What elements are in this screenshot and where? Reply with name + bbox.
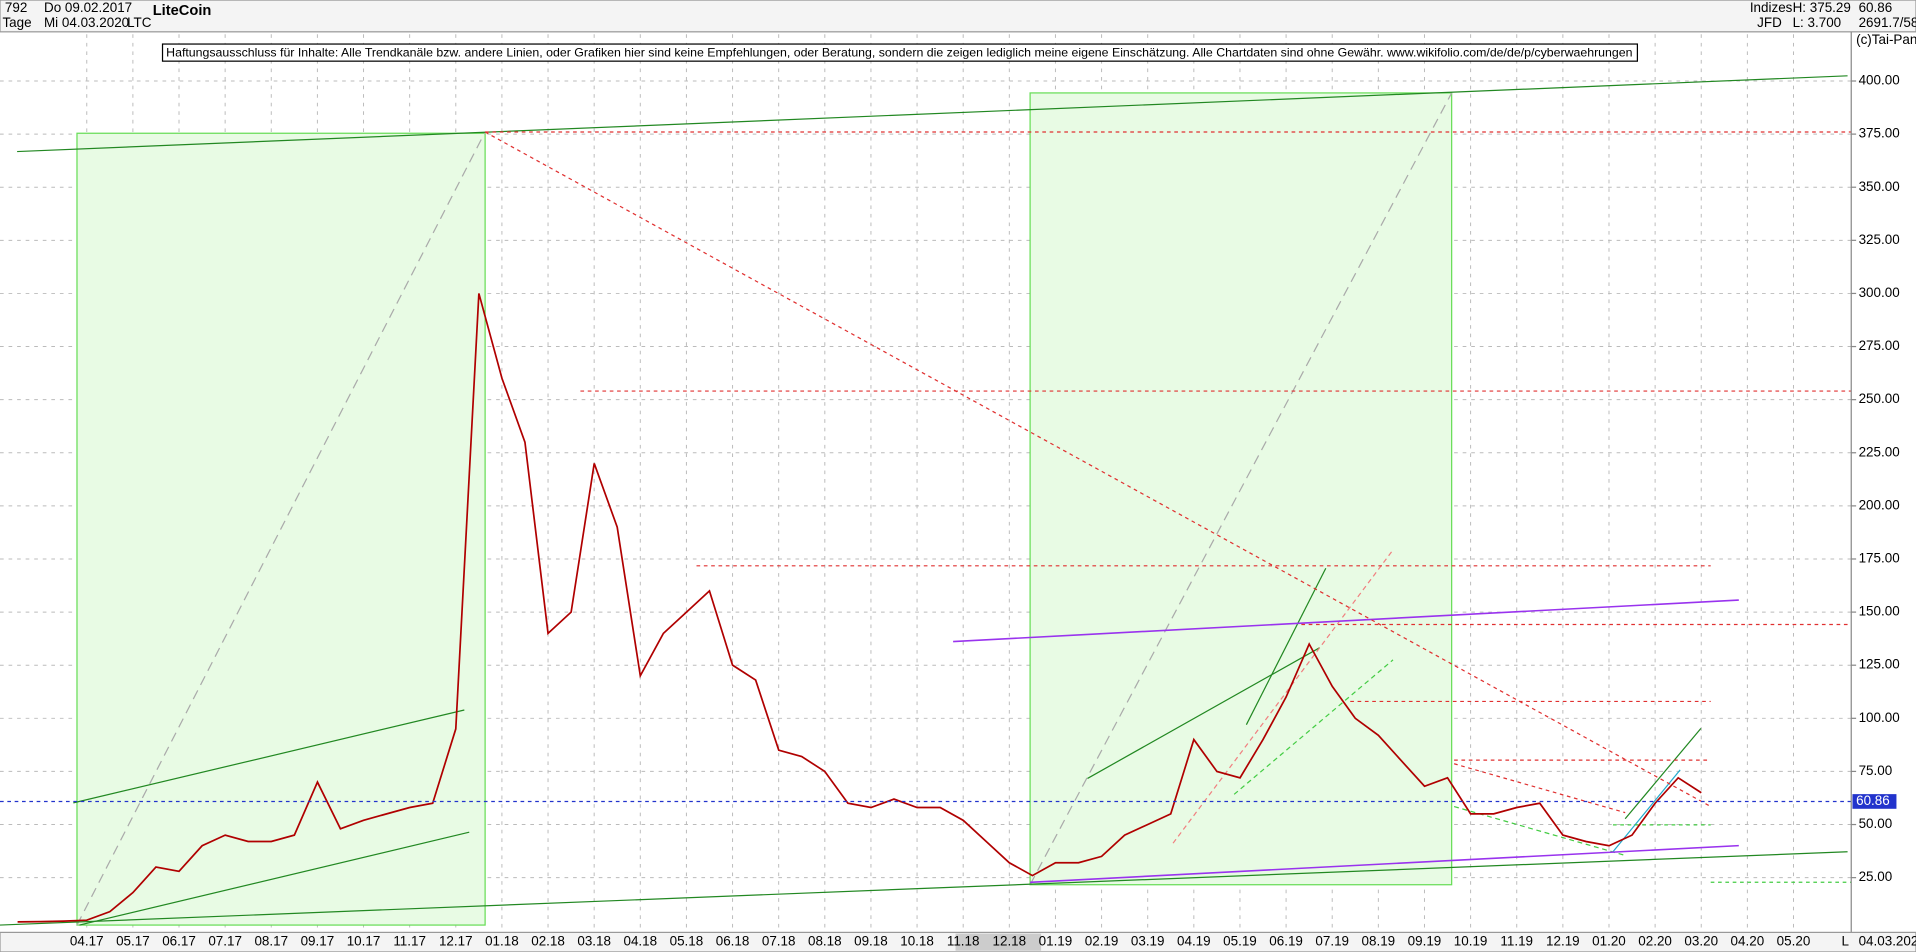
last: 60.86 <box>1859 0 1893 15</box>
x-tick-label: 12.18 <box>993 934 1027 949</box>
x-tick-label: 11.19 <box>1500 934 1533 949</box>
trend-line <box>73 709 465 804</box>
trend-line <box>79 831 470 926</box>
x-tick-label: 07.17 <box>208 934 242 949</box>
y-tick-label: 250.00 <box>1859 391 1900 406</box>
copyright: (c)Tai-Pan <box>1856 32 1916 47</box>
x-tick-label: 05.18 <box>670 934 704 949</box>
x-tick-label: 06.19 <box>1269 934 1303 949</box>
current-label: 60.86 <box>1856 793 1890 808</box>
trend-line <box>17 75 1848 153</box>
x-tick-label: 08.18 <box>808 934 842 949</box>
x-tick-label: 04.19 <box>1177 934 1211 949</box>
x-tick-label: 07.18 <box>762 934 796 949</box>
trend-line <box>0 851 1848 926</box>
x-tick-label: 07.19 <box>1315 934 1349 949</box>
y-tick-label: 150.00 <box>1859 604 1900 619</box>
x-tick-label: 02.20 <box>1638 934 1672 949</box>
y-tick-label: 275.00 <box>1859 338 1900 353</box>
start-date: Do 09.02.2017 <box>44 0 132 15</box>
x-tick-label: 11.17 <box>393 934 426 949</box>
y-tick-label: 350.00 <box>1859 179 1900 194</box>
x-tick-label: 01.18 <box>485 934 519 949</box>
x-tick-label: 03.18 <box>577 934 611 949</box>
end-date: Mi 04.03.2020 <box>44 15 129 30</box>
trend-line <box>1172 549 1394 844</box>
diagonal <box>1029 92 1453 886</box>
y-tick-label: 200.00 <box>1859 497 1900 512</box>
low: L: 3.700 <box>1793 15 1842 30</box>
current-tag <box>1852 794 1897 809</box>
trend-line <box>1087 647 1320 779</box>
y-tick-label: 175.00 <box>1859 551 1900 566</box>
x-tick-label: 01.20 <box>1592 934 1626 949</box>
y-tick-label: 100.00 <box>1859 710 1900 725</box>
x-tick-label: 09.19 <box>1408 934 1442 949</box>
x-tick-label: 05.19 <box>1223 934 1257 949</box>
disclaimer: Haftungsausschluss für Inhalte: Alle Tre… <box>166 46 1632 59</box>
x-tick-label: 10.19 <box>1454 934 1488 949</box>
y-tick-label: 75.00 <box>1859 763 1893 778</box>
x-tick-label: 09.18 <box>854 934 888 949</box>
trend-line <box>1624 727 1702 820</box>
y-tick-label: 125.00 <box>1859 657 1900 672</box>
chart-title: LiteCoin <box>153 3 212 19</box>
x-tick-label: 10.18 <box>900 934 934 949</box>
header-bar <box>0 0 1916 33</box>
x-tick-label: 05.20 <box>1777 934 1811 949</box>
y-tick-label: 325.00 <box>1859 232 1900 247</box>
bar-count: 792 <box>5 0 27 15</box>
x-tick-label: 05.17 <box>116 934 150 949</box>
y-tick-label: 25.00 <box>1859 869 1893 884</box>
x-tick-label: 03.19 <box>1131 934 1165 949</box>
x-tick-label: 04.18 <box>623 934 657 949</box>
trend-line <box>1245 567 1327 725</box>
x-tick-label: 01.19 <box>1039 934 1073 949</box>
y-tick-label: 375.00 <box>1859 126 1900 141</box>
trend-line <box>1233 659 1394 795</box>
period: Tage <box>2 15 31 30</box>
x-tick-label: 09.17 <box>301 934 335 949</box>
highlight <box>955 933 1042 951</box>
trend-line <box>484 131 1712 808</box>
x-tick-label: 10.17 <box>347 934 381 949</box>
scale: L <box>1841 934 1849 949</box>
marks <box>0 293 1852 923</box>
x-tick-label: 08.19 <box>1362 934 1396 949</box>
symbol: LTC <box>127 15 152 30</box>
broker: JFD <box>1757 15 1782 30</box>
y-tick-label: 50.00 <box>1859 816 1893 831</box>
x-tick-label: 02.18 <box>531 934 565 949</box>
x-tick-label: 06.18 <box>716 934 750 949</box>
y-tick-label: 400.00 <box>1859 73 1900 88</box>
x-tick-label: 08.17 <box>254 934 288 949</box>
x-tick-label: 12.17 <box>439 934 473 949</box>
trend-line <box>953 599 1739 643</box>
volume: 2691.7/58 <box>1859 15 1916 30</box>
x-tick-label: 04.20 <box>1731 934 1765 949</box>
trend-line <box>1453 763 1626 814</box>
price-line <box>17 293 1702 923</box>
drawings <box>0 75 1852 926</box>
date: 04.03.2020 <box>1859 934 1916 949</box>
x-tick-label: 03.20 <box>1684 934 1718 949</box>
trend-line <box>1030 844 1739 884</box>
y-tick-label: 300.00 <box>1859 285 1900 300</box>
diagonal <box>76 131 486 926</box>
x-tick-label: 02.19 <box>1085 934 1119 949</box>
x-tick-label: 04.17 <box>70 934 104 949</box>
y-tick-label: 225.00 <box>1859 444 1900 459</box>
x-tick-label: 12.19 <box>1546 934 1580 949</box>
x-tick-label: 06.17 <box>162 934 196 949</box>
disclaimer-box <box>161 43 1639 62</box>
group: Indizes <box>1750 0 1793 15</box>
high: H: 375.29 <box>1793 0 1851 15</box>
x-tick-label: 11.18 <box>947 934 980 949</box>
